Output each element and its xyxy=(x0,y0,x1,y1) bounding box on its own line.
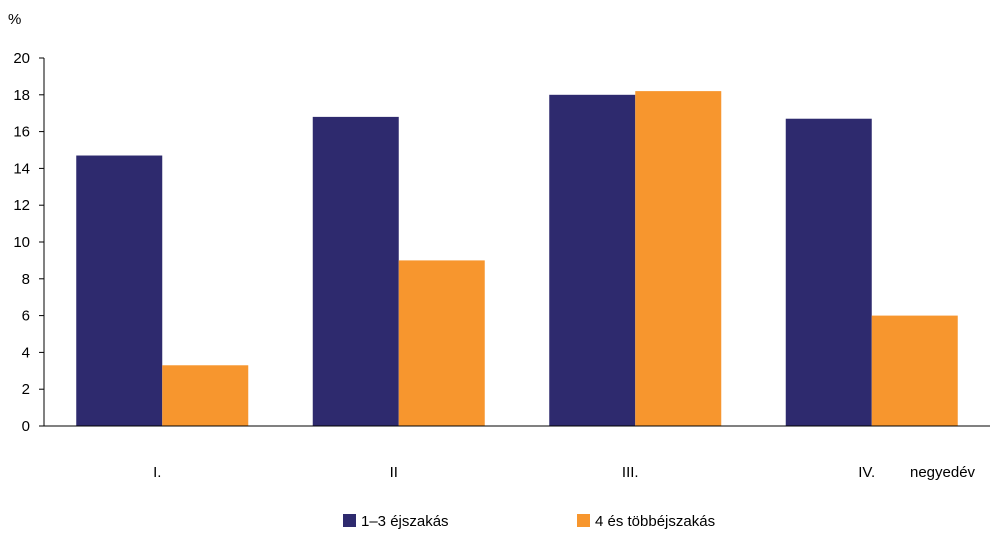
y-tick-label: 2 xyxy=(22,381,30,398)
legend-label: 1–3 éjszakás xyxy=(361,513,449,530)
y-tick-label: 0 xyxy=(22,418,30,435)
legend-label: 4 és többéjszakás xyxy=(595,513,715,530)
y-axis-ticks: 0 2 4 6 8 10 12 14 16 18 20 xyxy=(13,50,44,435)
y-tick-label: 20 xyxy=(13,50,30,67)
legend-swatch xyxy=(577,514,590,527)
bar-series1-0 xyxy=(76,155,163,426)
y-tick-label: 12 xyxy=(13,197,30,214)
bar-series2-3 xyxy=(871,315,958,426)
y-tick-label: 6 xyxy=(22,308,30,325)
category-label: II xyxy=(390,464,398,481)
y-unit-label: % xyxy=(8,11,21,28)
y-tick-label: 16 xyxy=(13,124,30,141)
bar-series2-2 xyxy=(635,91,722,427)
category-labels: I. II III. IV. xyxy=(153,464,875,481)
bar-series1-2 xyxy=(549,94,636,427)
bars-group xyxy=(76,91,958,427)
category-label: III. xyxy=(622,464,639,481)
bar-series2-1 xyxy=(398,260,485,426)
bar-series1-1 xyxy=(312,116,399,426)
y-tick-label: 10 xyxy=(13,234,30,251)
y-tick-label: 4 xyxy=(22,344,30,361)
y-tick-label: 8 xyxy=(22,271,30,288)
y-tick-label: 14 xyxy=(13,160,30,177)
category-label: I. xyxy=(153,464,161,481)
legend-swatch xyxy=(343,514,356,527)
legend: 1–3 éjszakás 4 és többéjszakás xyxy=(343,513,715,530)
x-axis-suffix-label: negyedév xyxy=(910,464,976,481)
category-label: IV. xyxy=(858,464,875,481)
y-tick-label: 18 xyxy=(13,87,30,104)
bar-series1-3 xyxy=(785,118,872,426)
bar-series2-0 xyxy=(162,365,249,426)
